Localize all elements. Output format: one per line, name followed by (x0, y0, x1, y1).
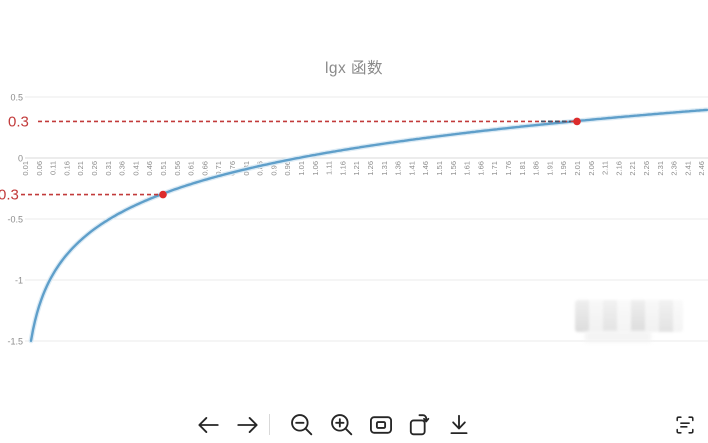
svg-text:-1.5: -1.5 (7, 337, 23, 347)
svg-text:1.76: 1.76 (504, 161, 513, 176)
svg-text:1.66: 1.66 (476, 161, 485, 176)
svg-text:0.3: 0.3 (0, 187, 19, 204)
svg-text:2.26: 2.26 (642, 161, 651, 176)
svg-text:1.56: 1.56 (449, 161, 458, 176)
svg-text:0.5: 0.5 (10, 93, 23, 103)
scan-button[interactable] (672, 412, 698, 438)
svg-text:1.91: 1.91 (545, 161, 554, 176)
svg-text:2.46: 2.46 (697, 161, 706, 176)
svg-text:0.41: 0.41 (131, 161, 140, 176)
svg-text:1.96: 1.96 (559, 161, 568, 176)
svg-text:1.36: 1.36 (394, 161, 403, 176)
svg-text:0.76: 0.76 (228, 161, 237, 176)
svg-text:-1: -1 (15, 276, 23, 286)
svg-text:1.41: 1.41 (407, 161, 416, 176)
zoom-out-icon (291, 414, 313, 436)
svg-text:1.61: 1.61 (463, 161, 472, 176)
watermark-blur-tail (585, 331, 651, 342)
svg-text:2.41: 2.41 (683, 161, 692, 176)
svg-text:0.26: 0.26 (90, 161, 99, 176)
svg-text:1.11: 1.11 (325, 161, 334, 175)
svg-text:0.56: 0.56 (173, 161, 182, 176)
svg-text:2.16: 2.16 (614, 161, 623, 176)
svg-text:1.26: 1.26 (366, 161, 375, 176)
svg-text:-0.5: -0.5 (7, 215, 23, 225)
svg-text:0.06: 0.06 (35, 161, 44, 176)
svg-text:2.21: 2.21 (628, 161, 637, 176)
svg-text:1.51: 1.51 (435, 161, 444, 176)
svg-text:0.96: 0.96 (283, 161, 292, 176)
svg-text:1.31: 1.31 (380, 161, 389, 176)
svg-text:0.51: 0.51 (159, 161, 168, 176)
svg-text:0.11: 0.11 (49, 161, 58, 175)
svg-text:0: 0 (18, 154, 23, 164)
svg-text:0.01: 0.01 (21, 161, 30, 176)
svg-text:0.36: 0.36 (118, 161, 127, 176)
svg-text:0.16: 0.16 (62, 161, 71, 176)
svg-text:0.46: 0.46 (145, 161, 154, 176)
rotate-icon (409, 414, 430, 436)
toolbar-separator (269, 414, 270, 435)
svg-text:1.06: 1.06 (311, 161, 320, 176)
svg-text:0.21: 0.21 (76, 161, 85, 176)
zoom-in-icon (331, 414, 353, 436)
watermark-blur (575, 300, 683, 332)
download-icon (450, 414, 468, 435)
actual-size-icon (370, 416, 392, 434)
svg-text:1.21: 1.21 (352, 161, 361, 176)
svg-text:2.36: 2.36 (670, 161, 679, 176)
arrow-right-icon (237, 417, 258, 433)
svg-text:1.86: 1.86 (532, 161, 541, 176)
svg-text:1.16: 1.16 (338, 161, 347, 176)
rotate-button[interactable] (405, 410, 435, 440)
zoom-in-button[interactable] (327, 410, 357, 440)
svg-text:0.31: 0.31 (104, 161, 113, 176)
scan-icon (676, 416, 694, 434)
svg-text:2.31: 2.31 (656, 161, 665, 176)
svg-text:2.11: 2.11 (601, 161, 610, 175)
zoom-out-button[interactable] (287, 410, 317, 440)
forward-button[interactable] (233, 410, 263, 440)
arrow-left-icon (198, 417, 219, 433)
svg-text:1.71: 1.71 (490, 161, 499, 176)
svg-text:1.81: 1.81 (518, 161, 527, 176)
actual-size-button[interactable] (366, 410, 396, 440)
download-button[interactable] (444, 410, 474, 440)
svg-text:2.01: 2.01 (573, 161, 582, 176)
svg-text:1.46: 1.46 (421, 161, 430, 176)
svg-text:1.01: 1.01 (297, 161, 306, 176)
back-button[interactable] (193, 410, 223, 440)
svg-text:0.66: 0.66 (200, 161, 209, 176)
svg-text:0.91: 0.91 (269, 161, 278, 176)
svg-text:2.06: 2.06 (587, 161, 596, 176)
svg-text:0.71: 0.71 (214, 161, 223, 176)
svg-text:0.61: 0.61 (187, 161, 196, 176)
svg-text:0.3: 0.3 (8, 113, 29, 130)
chart-title: lgx 函数 (324, 60, 384, 77)
